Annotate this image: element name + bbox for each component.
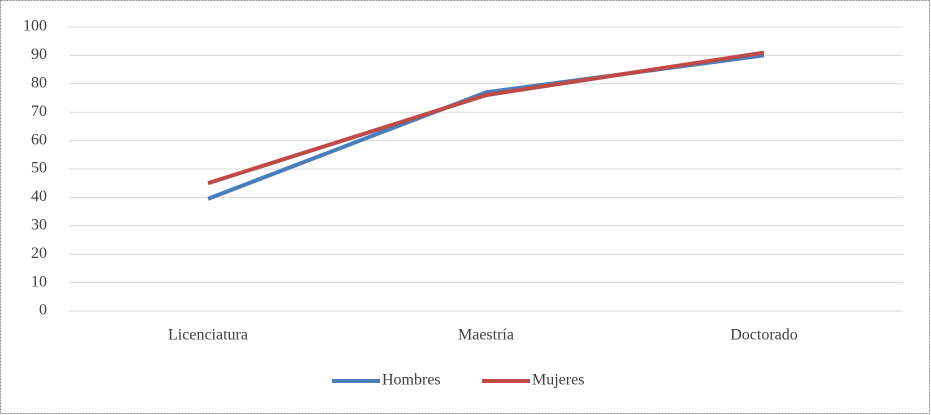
y-tick-label: 30 [31,216,47,233]
legend-label: Mujeres [532,372,584,389]
y-tick-label: 80 [31,74,47,91]
y-tick-label: 40 [31,188,47,205]
x-tick-label: Maestría [458,327,514,344]
y-tick-label: 10 [31,273,47,290]
y-tick-label: 90 [31,46,47,63]
y-tick-label: 70 [31,103,47,120]
series-line [207,50,765,186]
x-tick-label: Licenciatura [168,327,248,344]
y-tick-label: 60 [31,131,47,148]
legend-label: Hombres [382,372,441,389]
y-tick-label: 50 [31,160,47,177]
y-tick-label: 0 [39,302,47,319]
x-tick-label: Doctorado [730,327,798,344]
y-tick-label: 20 [31,245,47,262]
y-tick-label: 100 [23,18,47,35]
